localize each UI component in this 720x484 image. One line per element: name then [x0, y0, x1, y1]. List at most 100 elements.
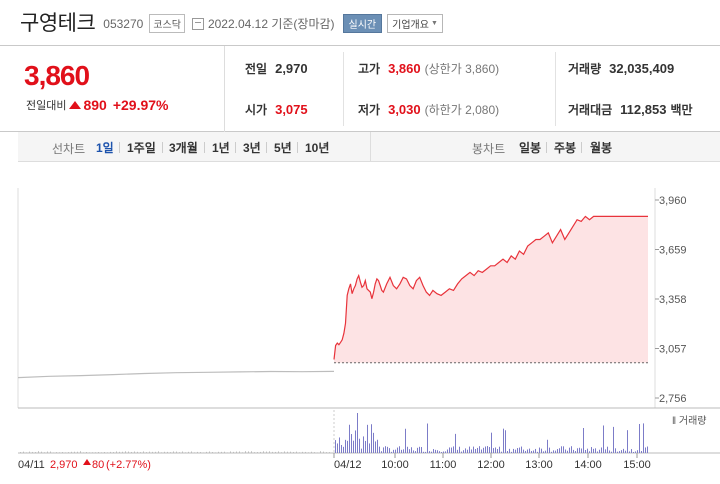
prev-volume-bar — [185, 452, 186, 453]
period-1y[interactable]: 1년 — [212, 141, 230, 155]
volume-bar — [613, 426, 614, 453]
stat-sub: (상한가 3,860) — [424, 62, 500, 76]
prev-volume-bar — [164, 451, 165, 453]
volume-bar — [375, 441, 376, 453]
volume-bar — [359, 438, 360, 453]
volume-bar — [647, 446, 648, 453]
candle-monthly[interactable]: 월봉 — [590, 141, 613, 155]
period-5y[interactable]: 5년 — [274, 141, 292, 155]
change-amount: 890 — [83, 97, 107, 113]
period-3y[interactable]: 3년 — [243, 141, 261, 155]
volume-bar — [475, 449, 476, 453]
divider — [343, 52, 344, 126]
prev-volume-bar — [101, 452, 102, 453]
prev-volume-bar — [80, 451, 81, 453]
volume-bar — [505, 430, 506, 453]
prev-volume-bar — [134, 451, 135, 453]
prev-volume-bar — [176, 451, 177, 453]
volume-bar — [491, 432, 492, 453]
prev-volume-bar — [62, 452, 63, 453]
prev-volume-bar — [167, 451, 168, 453]
volume-bar — [599, 449, 600, 453]
volume-bar — [387, 446, 388, 453]
volume-bar — [619, 451, 620, 453]
price-chart: 3,960 3,659 3,358 3,057 2,756 04/12 10:00 11:00… — [0, 180, 720, 484]
stock-header: 구영테크 053270 코스닥 2022.04.12 기준(장마감) 실시간 기… — [0, 0, 720, 44]
prev-volume-bar — [254, 452, 255, 453]
prev-volume-bar — [296, 451, 297, 453]
period-1w[interactable]: 1주일 — [127, 141, 156, 155]
volume-bar — [601, 447, 602, 453]
stat-volume: 거래량 32,035,409 — [568, 60, 674, 77]
price-area-fill — [334, 216, 648, 363]
prev-volume-bar — [257, 452, 258, 453]
period-1d[interactable]: 1일 — [96, 141, 114, 155]
prev-volume-bar — [266, 451, 267, 453]
separator — [546, 142, 547, 153]
stat-value: 32,035,409 — [609, 61, 675, 76]
volume-bar — [629, 451, 630, 453]
prev-volume-bar — [104, 452, 105, 453]
prev-volume-bar — [302, 451, 303, 453]
volume-bar — [403, 449, 404, 453]
prev-volume-bar — [224, 451, 225, 453]
separator — [581, 142, 582, 153]
volume-bar — [411, 447, 412, 453]
prev-volume-bar — [98, 452, 99, 453]
volume-bar — [351, 434, 352, 453]
price-chart-svg: 3,960 3,659 3,358 3,057 2,756 04/12 10:00 11:00… — [17, 188, 720, 471]
prev-volume-bar — [278, 451, 279, 453]
volume-bar — [425, 451, 426, 453]
prev-volume-bar — [248, 451, 249, 453]
stat-value: 3,030 — [388, 102, 421, 117]
volume-bar — [437, 450, 438, 453]
volume-bar — [551, 451, 552, 453]
volume-bar — [487, 446, 488, 453]
volume-bar — [407, 446, 408, 453]
up-arrow-icon — [69, 101, 82, 109]
toolbar-divider — [370, 132, 371, 162]
prev-volume-bar — [116, 451, 117, 453]
volume-bar — [429, 451, 430, 453]
candle-weekly[interactable]: 주봉 — [554, 141, 577, 155]
prev-day-change: 80 — [92, 459, 104, 471]
volume-bar — [471, 449, 472, 453]
volume-bar — [623, 448, 624, 453]
y-tick-label: 2,756 — [659, 393, 687, 405]
current-price: 3,860 — [24, 60, 90, 91]
prev-volume-bar — [152, 451, 153, 453]
volume-bar — [393, 449, 394, 453]
volume-bar — [509, 448, 510, 453]
realtime-button[interactable]: 실시간 — [342, 14, 383, 33]
prev-volume-bar — [212, 452, 213, 453]
period-3m[interactable]: 3개월 — [169, 141, 198, 155]
prev-volume-bar — [140, 452, 141, 453]
prev-volume-bar — [50, 451, 51, 453]
stat-unit: 백만 — [670, 103, 693, 117]
prev-volume-bar — [32, 451, 33, 453]
prev-volume-bar — [143, 451, 144, 453]
volume-bar — [645, 447, 646, 453]
prev-volume-bar — [149, 451, 150, 453]
volume-bar — [379, 446, 380, 453]
prev-volume-bar — [329, 452, 330, 453]
volume-bar — [459, 446, 460, 453]
separator — [119, 142, 120, 153]
candle-daily[interactable]: 일봉 — [519, 141, 542, 155]
chart-toolbar: 선차트 1일 1주일 3개월 1년 3년 5년 10년 봉차트 일봉 주봉 월봉 — [18, 132, 720, 162]
volume-bar — [501, 451, 502, 453]
volume-bar — [419, 446, 420, 453]
prev-volume-bar — [110, 451, 111, 453]
prev-volume-bar — [323, 451, 324, 453]
prev-volume-bar — [305, 451, 306, 453]
period-10y[interactable]: 10년 — [305, 141, 330, 155]
prev-volume-bar — [86, 451, 87, 453]
volume-bar — [605, 449, 606, 453]
company-overview-button[interactable]: 기업개요 ▼ — [387, 14, 443, 33]
volume-bar — [583, 427, 584, 453]
volume-bar — [345, 439, 346, 453]
volume-bar — [363, 436, 364, 453]
volume-bar — [413, 450, 414, 453]
price-summary: 3,860 전일대비 890 +29.97% 전일 2,970 고가 3,860… — [0, 45, 720, 132]
stat-label: 전일 — [245, 62, 268, 76]
